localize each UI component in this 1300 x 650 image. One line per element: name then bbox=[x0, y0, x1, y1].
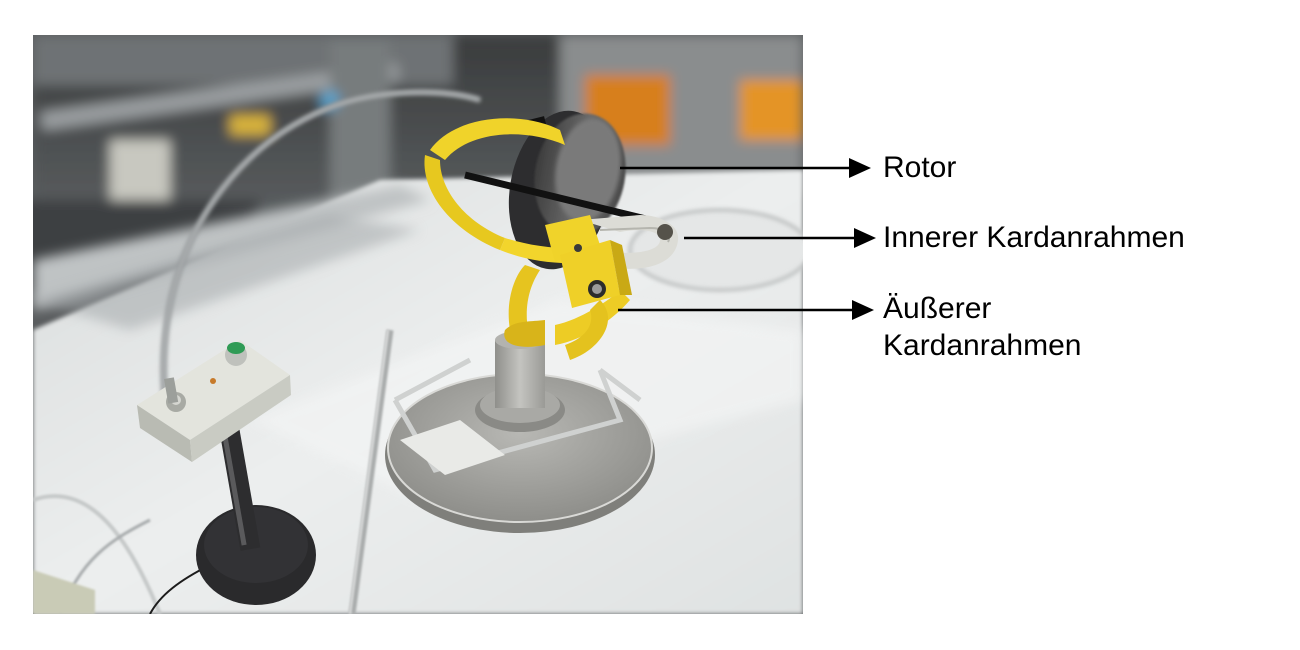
arrow-outer-gimbal bbox=[618, 300, 874, 320]
outer-gimbal-label-line-1: Äußerer bbox=[883, 292, 992, 325]
inner-gimbal-label: Innerer Kardanrahmen bbox=[883, 219, 1185, 256]
outer-gimbal-label: Äußerer Kardanrahmen bbox=[883, 290, 1081, 364]
rotor-label: Rotor bbox=[883, 149, 956, 186]
arrow-inner-gimbal bbox=[684, 228, 876, 248]
outer-gimbal-label-line-2: Kardanrahmen bbox=[883, 329, 1082, 362]
gyroscope-photo bbox=[33, 35, 803, 614]
inner-gimbal-label-text: Innerer Kardanrahmen bbox=[883, 221, 1185, 254]
arrow-rotor bbox=[620, 158, 871, 178]
rotor-label-text: Rotor bbox=[883, 151, 957, 184]
